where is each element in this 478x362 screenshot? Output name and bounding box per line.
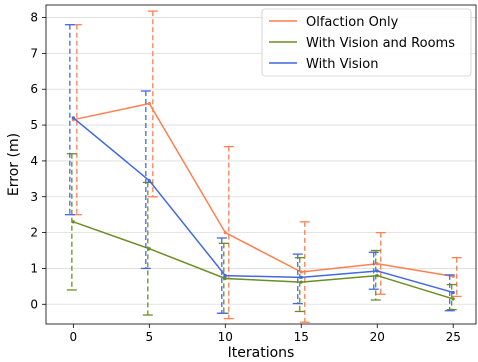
data-point-with-vision-5 <box>147 179 151 183</box>
data-point-olfaction-only-10 <box>223 231 227 235</box>
y-tick-label-4: 4 <box>30 154 38 168</box>
data-point-with-vision-and-rooms-25 <box>451 297 455 301</box>
data-point-with-vision-and-rooms-15 <box>299 280 303 284</box>
x-axis-label: Iterations <box>228 345 295 361</box>
x-axis: 0 5 10 15 20 25 <box>70 324 461 344</box>
y-tick-label-0: 0 <box>30 297 38 311</box>
x-tick-label-0: 0 <box>70 330 78 344</box>
y-tick-label-6: 6 <box>30 82 38 96</box>
y-tick-label-3: 3 <box>30 190 38 204</box>
series-group <box>64 10 462 323</box>
x-tick-label-10: 10 <box>218 330 233 344</box>
data-point-with-vision-15 <box>299 275 303 280</box>
data-point-with-vision-0 <box>71 116 75 120</box>
plot-frame <box>45 4 477 325</box>
y-tick-label-7: 7 <box>30 46 38 60</box>
x-tick-label-5: 5 <box>146 330 154 344</box>
data-point-with-vision-20 <box>375 269 379 273</box>
gridlines <box>46 17 476 305</box>
series-line-with-vision <box>72 117 454 294</box>
x-tick-label-25: 25 <box>446 330 461 344</box>
series-line-with-vision-and-rooms <box>73 221 454 300</box>
data-point-with-vision-and-rooms-0 <box>71 220 75 224</box>
y-axis-label: Error (m) <box>6 133 22 196</box>
x-tick-label-20: 20 <box>370 330 385 344</box>
y-tick-label-2: 2 <box>30 226 38 240</box>
data-point-with-vision-10 <box>223 274 227 278</box>
data-point-with-vision-25 <box>451 290 455 295</box>
legend-label-with-vision: With Vision <box>306 57 378 72</box>
y-tick-label-8: 8 <box>30 11 38 25</box>
series-olfaction-only <box>71 10 462 323</box>
y-tick-label-1: 1 <box>30 261 38 275</box>
data-point-olfaction-only-15 <box>299 270 303 274</box>
x-tick-label-15: 15 <box>294 330 309 344</box>
legend: Olfaction Only With Vision and Rooms With … <box>261 8 472 77</box>
series-with-vision <box>64 24 455 314</box>
data-point-with-vision-and-rooms-10 <box>223 276 227 281</box>
series-with-vision-and-rooms <box>66 153 457 316</box>
series-line-olfaction-only <box>73 102 454 278</box>
data-point-olfaction-only-5 <box>147 101 151 106</box>
legend-label-with-vision-and-rooms: With Vision and Rooms <box>306 36 455 51</box>
legend-box <box>261 8 472 77</box>
y-tick-label-5: 5 <box>30 118 38 132</box>
data-point-olfaction-only-20 <box>375 262 379 266</box>
data-point-with-vision-and-rooms-20 <box>375 274 379 278</box>
y-axis: 0 1 2 3 4 5 6 7 8 <box>30 11 46 311</box>
data-point-with-vision-and-rooms-5 <box>147 247 151 251</box>
legend-label-olfaction-only: Olfaction Only <box>306 15 399 30</box>
